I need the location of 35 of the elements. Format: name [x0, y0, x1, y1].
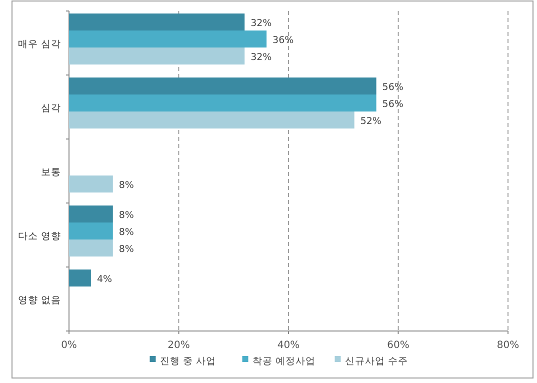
data-label: 8%	[118, 227, 134, 238]
x-tick-label: 60%	[387, 340, 410, 351]
data-label: 8%	[118, 210, 134, 221]
bar	[69, 270, 91, 286]
x-tick-label: 20%	[168, 340, 190, 351]
legend-label: 착공 예정사업	[252, 356, 316, 367]
y-tick-label: 매우 심각	[18, 39, 61, 50]
bar	[69, 30, 267, 48]
data-label: 36%	[272, 35, 294, 46]
bar	[69, 48, 245, 64]
y-tick-label: 보통	[41, 167, 61, 178]
data-label: 32%	[250, 52, 272, 63]
x-tick-label: 80%	[496, 340, 520, 351]
y-tick-label: 다소 영향	[18, 231, 61, 242]
y-tick-label: 영향 없음	[18, 295, 61, 306]
data-label: 52%	[360, 116, 382, 127]
bar	[69, 240, 113, 256]
y-tick-label: 심각	[41, 103, 61, 114]
data-label: 32%	[250, 18, 272, 29]
data-label: 4%	[96, 274, 112, 285]
bar	[69, 206, 113, 222]
x-tick-label: 40%	[277, 340, 300, 351]
data-label: 56%	[382, 99, 404, 110]
bar	[69, 78, 376, 94]
legend-label: 신규사업 수주	[344, 356, 408, 367]
data-label: 8%	[118, 244, 134, 255]
bar	[69, 112, 354, 128]
data-label: 8%	[118, 180, 134, 191]
data-label: 56%	[382, 82, 404, 93]
x-tick-label: 0%	[61, 340, 77, 351]
bar	[69, 222, 113, 240]
bar	[69, 176, 113, 192]
legend-label: 진행 중 사업	[160, 356, 216, 367]
bar	[69, 14, 245, 30]
bar	[69, 94, 376, 112]
